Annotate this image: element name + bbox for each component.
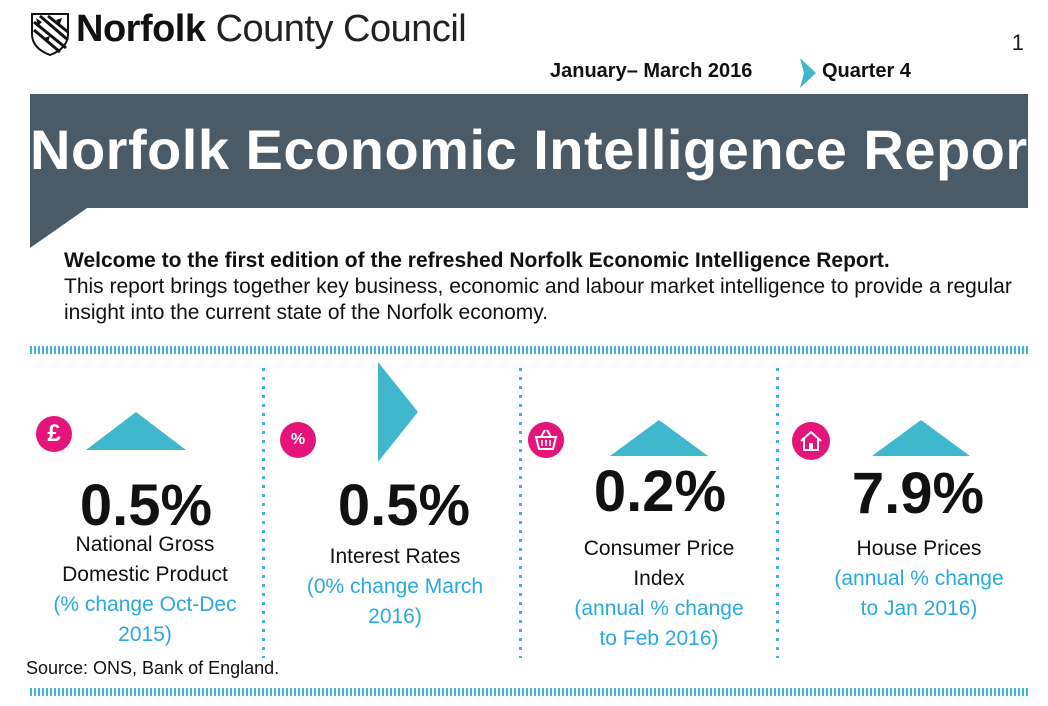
trend-up-icon — [86, 412, 186, 450]
label-line: Interest Rates — [329, 545, 461, 568]
label-line: Domestic Product — [62, 563, 228, 586]
pound-icon: £ — [36, 416, 72, 452]
indicator-label: Consumer Price Index — [534, 534, 784, 594]
label-line: Index — [633, 567, 685, 590]
indicator-value: 0.5% — [79, 473, 213, 538]
indicator-label: Interest Rates — [270, 542, 520, 572]
indicator-cpi: 0.2% Consumer Price Index (annual % chan… — [524, 398, 776, 658]
indicator-note: (annual % change to Jan 2016) — [794, 564, 1044, 624]
basket-icon — [528, 422, 564, 458]
report-quarter: Quarter 4 — [822, 60, 911, 82]
trend-flat-icon — [378, 362, 418, 462]
indicator-note: (% change Oct-Dec 2015) — [20, 590, 270, 650]
page-number: 1 — [1011, 30, 1024, 55]
percent-icon: % — [280, 422, 316, 458]
chevron-right-icon — [800, 58, 816, 88]
column-divider — [262, 368, 265, 658]
dotted-divider-top — [30, 346, 1028, 354]
trend-up-icon — [872, 420, 970, 456]
intro-lead: Welcome to the first edition of the refr… — [64, 249, 890, 272]
percent-symbol: % — [290, 431, 306, 448]
indicator-value: 0.5% — [337, 473, 471, 538]
label-line: House Prices — [856, 537, 982, 560]
norfolk-crest-icon — [31, 13, 69, 56]
indicator-label: National Gross Domestic Product — [20, 530, 270, 590]
note-line: 2016) — [368, 605, 422, 628]
organisation-name: Norfolk County Council — [76, 6, 467, 52]
pound-symbol: £ — [47, 420, 61, 447]
page-title: Norfolk Economic Intelligence Report — [30, 118, 1047, 181]
indicator-house-prices: 7.9% House Prices (annual % change to Ja… — [782, 398, 1032, 658]
source-note: Source: ONS, Bank of England. — [26, 658, 280, 678]
note-line: 2015) — [118, 623, 172, 646]
note-line: to Jan 2016) — [860, 597, 978, 620]
org-name-bold: Norfolk — [76, 8, 206, 50]
title-banner — [30, 94, 1028, 208]
indicator-interest-rates: % 0.5% Interest Rates (0% change March 2… — [270, 360, 520, 658]
note-line: (annual % change — [574, 597, 744, 620]
indicator-label: House Prices — [794, 534, 1044, 564]
note-line: (% change Oct-Dec — [53, 593, 237, 616]
report-period: January– March 2016 — [550, 60, 753, 82]
indicator-note: (0% change March 2016) — [270, 572, 520, 632]
column-divider — [776, 368, 779, 658]
trend-up-icon — [610, 420, 708, 456]
label-line: National Gross — [75, 533, 215, 556]
intro-text: Welcome to the first edition of the refr… — [64, 248, 1034, 326]
org-name-light: County Council — [215, 8, 467, 50]
indicator-value: 0.2% — [593, 459, 727, 524]
intro-body: This report brings together key business… — [64, 275, 1012, 324]
note-line: (annual % change — [834, 567, 1004, 590]
note-line: to Feb 2016) — [599, 627, 719, 650]
indicator-gdp: £ 0.5% National Gross Domestic Product (… — [30, 398, 262, 658]
banner-tail — [30, 206, 90, 248]
dotted-divider-bottom — [30, 688, 1028, 696]
label-line: Consumer Price — [583, 537, 735, 560]
house-icon — [792, 422, 830, 460]
column-divider — [519, 368, 522, 658]
indicator-note: (annual % change to Feb 2016) — [534, 594, 784, 654]
note-line: (0% change March — [306, 575, 484, 598]
indicator-value: 7.9% — [851, 461, 985, 526]
